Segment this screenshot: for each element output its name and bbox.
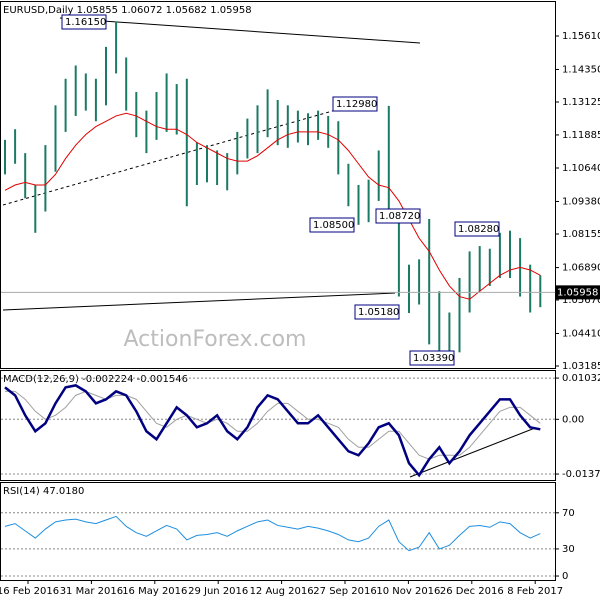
annotation: 1.08720	[379, 211, 420, 222]
annotation-box	[454, 221, 500, 237]
annotation-box	[309, 217, 355, 233]
trend-line	[2, 292, 396, 311]
price-panel	[0, 1, 556, 369]
y-tick-label: 1.09380	[562, 196, 600, 207]
x-tick-label: 16 Feb 2016	[0, 586, 59, 597]
y-tick-label: 0.010325	[562, 373, 600, 384]
annotation-box	[61, 14, 107, 30]
annotation-box	[332, 96, 378, 112]
x-tick-label: 26 Dec 2016	[440, 586, 504, 597]
y-tick-label: 0.00	[562, 414, 584, 425]
price-title: EURUSD,Daily 1.05855 1.06072 1.05682 1.0…	[3, 5, 252, 16]
y-tick-label: 0	[562, 571, 568, 582]
watermark: ActionForex.com	[124, 327, 307, 352]
annotation-box	[354, 304, 400, 320]
x-tick-label: 27 Sep 2016	[313, 586, 376, 597]
moving-average	[4, 112, 541, 300]
rsi-title: RSI(14) 47.0180	[3, 486, 84, 497]
y-tick-label: 1.13125	[562, 97, 600, 108]
annotation-box	[409, 350, 455, 366]
macd-line	[4, 384, 541, 478]
signal-line	[5, 390, 541, 460]
annotation-box	[375, 208, 421, 224]
annotation: 1.08280	[458, 224, 499, 235]
last-price-label: 1.05958	[557, 287, 598, 298]
y-tick-label: 1.05670	[562, 295, 600, 306]
y-tick-label: -0.013709	[562, 469, 600, 480]
rsi-panel	[0, 482, 556, 581]
annotation: 1.08500	[313, 220, 354, 231]
annotation: 1.16150	[65, 17, 106, 28]
y-tick-label: 1.10640	[562, 163, 600, 174]
y-tick-label: 1.03185	[562, 361, 600, 372]
y-tick-label: 1.11885	[562, 130, 600, 141]
x-tick-label: 16 May 2016	[122, 586, 187, 597]
trend-line	[59, 17, 421, 44]
y-tick-label: 70	[562, 508, 575, 519]
annotation: 1.12980	[336, 99, 377, 110]
rsi-line	[4, 515, 541, 552]
y-tick-label: 30	[562, 544, 575, 555]
trend-line	[2, 105, 351, 206]
macd-trend-line	[409, 427, 536, 478]
y-tick-label: 1.08155	[562, 229, 600, 240]
annotation: 1.03390	[413, 353, 454, 364]
macd-panel	[0, 370, 556, 481]
last-price-box	[556, 285, 600, 300]
x-tick-label: 12 Aug 2016	[250, 586, 314, 597]
x-tick-label: 8 Feb 2017	[507, 586, 563, 597]
x-tick-label: 29 Jun 2016	[188, 586, 248, 597]
macd-title: MACD(12,26,9) -0.002224 -0.001546	[3, 374, 188, 385]
y-tick-label: 1.14350	[562, 64, 600, 75]
y-tick-label: 1.04410	[562, 328, 600, 339]
annotation: 1.05180	[358, 307, 399, 318]
y-tick-label: 1.06890	[562, 263, 600, 274]
x-tick-label: 31 Mar 2016	[60, 586, 123, 597]
y-tick-label: 1.15610	[562, 31, 600, 42]
x-tick-label: 10 Nov 2016	[376, 586, 440, 597]
